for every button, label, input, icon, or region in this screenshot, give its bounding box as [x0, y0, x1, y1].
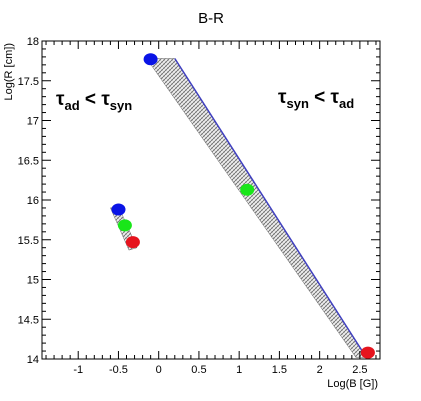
y-tick-label: 17 — [27, 116, 39, 128]
chart-title: B-R — [198, 10, 224, 27]
annotation-tau-ad-lt-tau-syn: τad < τsyn — [56, 89, 132, 113]
x-tick-label: -1 — [73, 364, 83, 376]
y-tick-label: 16.5 — [18, 155, 39, 167]
data-point — [240, 183, 255, 196]
y-axis-label: Log(R [cm]) — [3, 43, 15, 100]
x-tick-label: 0.5 — [191, 364, 206, 376]
y-tick-label: 15.5 — [18, 235, 39, 247]
x-tick-label: 1 — [236, 364, 242, 376]
y-tick-label: 18 — [27, 36, 39, 48]
x-tick-label: -0.5 — [109, 364, 128, 376]
x-tick-label: 2 — [317, 364, 323, 376]
data-point — [111, 203, 126, 216]
annotation-tau-syn-lt-tau-ad: τsyn < τad — [278, 87, 354, 111]
x-axis-label: Log(B [G]) — [327, 378, 378, 390]
y-tick-label: 17.5 — [18, 76, 39, 88]
x-tick-label: 2.5 — [352, 364, 367, 376]
data-point — [143, 53, 158, 66]
y-tick-label: 16 — [27, 195, 39, 207]
x-tick-label: 0 — [156, 364, 162, 376]
y-tick-label: 14.5 — [18, 314, 39, 326]
data-point — [125, 236, 140, 249]
data-point — [117, 219, 132, 232]
y-tick-label: 14 — [27, 354, 39, 366]
band-edge-line-1 — [174, 58, 367, 358]
x-tick-label: 1.5 — [272, 364, 287, 376]
y-tick-label: 15 — [27, 275, 39, 287]
data-point — [360, 346, 375, 359]
